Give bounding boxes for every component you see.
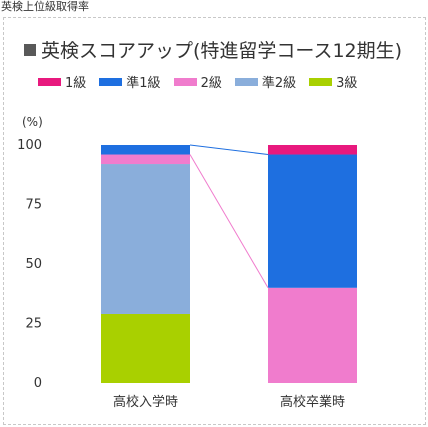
legend-swatch — [38, 77, 61, 86]
legend-label: 3級 — [336, 76, 358, 91]
chart-title: 英検スコアアップ(特進留学コース12期生) — [41, 40, 403, 62]
y-tick-label: 75 — [25, 198, 42, 213]
x-tick-label: 高校卒業時 — [280, 394, 345, 410]
bar-segment — [268, 287, 357, 383]
legend-swatch — [99, 77, 123, 86]
legend-item: 3級 — [309, 72, 357, 91]
bar-segment — [268, 145, 357, 155]
legend-label: 準1級 — [126, 76, 161, 91]
chart-frame — [3, 17, 426, 425]
connector-line — [189, 144, 269, 156]
legend-label: 2級 — [200, 76, 222, 91]
chart-legend: 1級 準1級 2級 準2級 3級 — [38, 72, 370, 91]
bar-segment — [101, 145, 190, 155]
y-tick-label: 0 — [34, 376, 42, 391]
legend-label: 1級 — [65, 76, 87, 91]
y-tick-label: 100 — [17, 138, 42, 153]
y-tick-label: 50 — [25, 257, 42, 272]
x-tick-label: 高校入学時 — [113, 394, 178, 410]
legend-item: 準1級 — [99, 72, 161, 91]
connector-line — [189, 154, 269, 289]
bar-segment — [101, 313, 190, 383]
figure-caption: 英検上位級取得率 — [1, 0, 89, 13]
legend-label: 準2級 — [261, 76, 297, 91]
legend-swatch — [234, 77, 258, 86]
y-axis-label: (%) — [22, 115, 43, 129]
y-tick-label: 25 — [25, 317, 42, 332]
bar-segment — [101, 164, 190, 314]
title-square-icon — [24, 43, 36, 56]
bar-segment — [268, 154, 357, 288]
legend-item: 1級 — [38, 72, 86, 91]
bar-segment — [101, 154, 190, 165]
legend-item: 2級 — [173, 72, 222, 91]
legend-item: 準2級 — [234, 72, 297, 91]
legend-swatch — [173, 77, 197, 86]
legend-swatch — [309, 77, 333, 86]
chart-title-row: 英検スコアアップ(特進留学コース12期生) — [24, 36, 402, 63]
